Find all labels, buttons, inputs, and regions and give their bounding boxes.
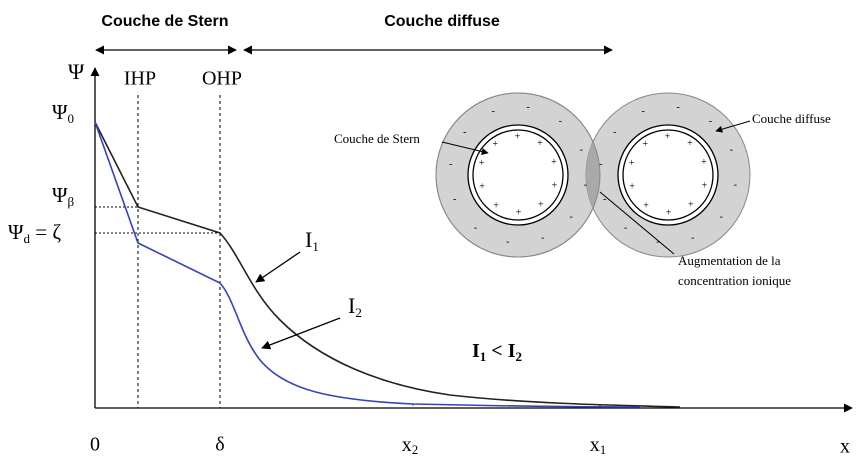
charge-minus: -: [453, 194, 456, 205]
charge-minus: -: [474, 222, 477, 233]
ohp-label: OHP: [202, 68, 242, 90]
inset-overlap-label-2: concentration ionique: [678, 273, 791, 288]
charge-minus: -: [642, 106, 645, 117]
charge-minus: -: [569, 212, 572, 223]
charge-minus: -: [676, 102, 679, 113]
inset-overlap-label-1: Augmentation de la: [678, 253, 781, 268]
charge-plus: +: [701, 157, 707, 168]
charge-minus: -: [526, 102, 529, 113]
arrow-i2: [261, 317, 341, 350]
charge-minus: -: [449, 159, 452, 170]
charge-plus: +: [687, 138, 693, 149]
y-label-psid: Ψd = ζ: [8, 220, 61, 246]
charge-plus: +: [516, 207, 522, 218]
charge-plus: +: [629, 158, 635, 169]
charge-minus: -: [730, 144, 733, 155]
inset-stern-arrow: [441, 141, 489, 155]
charge-plus: +: [643, 200, 649, 211]
charge-plus: +: [666, 207, 672, 218]
charge-plus: +: [493, 200, 499, 211]
left-outline: [435, 92, 601, 258]
charge-plus: +: [642, 139, 648, 150]
label-i1: I1: [305, 227, 319, 254]
charge-minus: -: [603, 194, 606, 205]
charge-minus: -: [599, 159, 602, 170]
ihp-label: IHP: [124, 68, 156, 90]
header-diffuse: Couche diffuse: [384, 13, 500, 30]
charge-plus: +: [537, 138, 543, 149]
charge-plus: +: [701, 181, 707, 192]
charge-plus: +: [688, 200, 694, 211]
charge-minus: -: [709, 116, 712, 127]
y-label-psi0: Ψ0: [52, 100, 74, 126]
y-axis-label: Ψ: [68, 59, 85, 84]
x-label-x2: x2: [402, 434, 419, 456]
charge-minus: -: [613, 127, 616, 138]
x-label-x1: x1: [590, 434, 607, 456]
inset-diffuse-arrow: [715, 120, 751, 133]
charge-plus: +: [551, 181, 557, 192]
relation: I1 < I2: [472, 340, 522, 364]
charge-minus: -: [463, 127, 466, 138]
charge-plus: +: [551, 157, 557, 168]
charge-plus: +: [479, 158, 485, 169]
left-stern-inner: [472, 129, 564, 221]
label-i2: I2: [348, 293, 362, 320]
x-label-origin: 0: [90, 434, 100, 456]
right-stern-inner: [622, 129, 714, 221]
charge-minus: -: [506, 237, 509, 248]
charge-minus: -: [691, 233, 694, 244]
charge-minus: -: [580, 144, 583, 155]
charge-minus: -: [492, 106, 495, 117]
charge-plus: +: [629, 182, 635, 193]
charge-minus: -: [559, 116, 562, 127]
inset: + + + + + + + + + + - - - - - - - - - - - - + + + + + + + + + + - - - - - - - -…: [435, 92, 751, 258]
curve-i1: [94, 121, 681, 408]
charge-plus: +: [479, 182, 485, 193]
inset-stern-label: Couche de Stern: [334, 131, 420, 146]
charge-minus: -: [541, 233, 544, 244]
charge-plus: +: [492, 139, 498, 150]
charge-minus: -: [719, 212, 722, 223]
curve-i2: [94, 121, 641, 408]
inset-overlap-line: [599, 191, 675, 255]
charge-plus: +: [515, 131, 521, 142]
y-label-psibeta: Ψβ: [52, 183, 75, 209]
charge-minus: -: [656, 237, 659, 248]
header-stern: Couche de Stern: [101, 13, 228, 30]
charge-minus: -: [584, 179, 587, 190]
charge-minus: -: [734, 179, 737, 190]
charge-minus: -: [624, 222, 627, 233]
charge-plus: +: [665, 131, 671, 142]
arrow-i1: [255, 251, 301, 283]
x-axis-label: x: [840, 436, 850, 456]
x-label-delta: δ: [215, 434, 224, 456]
charge-plus: +: [538, 200, 544, 211]
inset-diffuse-label: Couche diffuse: [752, 111, 831, 126]
